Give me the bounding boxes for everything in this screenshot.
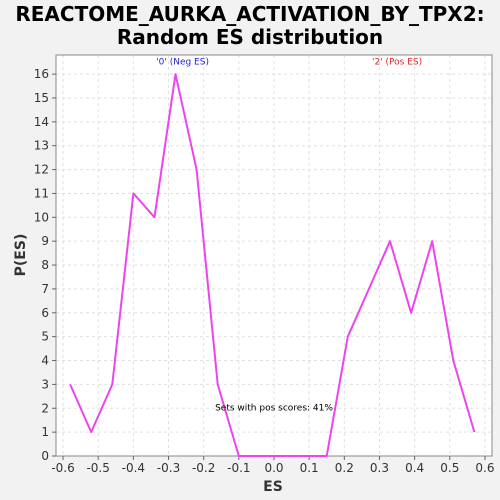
y-axis-label: P(ES) [13, 234, 29, 277]
x-axis: -0.6 -0.5 -0.4 -0.3 -0.2 -0.1 0.0 0.1 0.2 0.3 0.4 0… [51, 456, 495, 475]
x-tick-label: 0.5 [440, 461, 459, 475]
y-tick-label: 12 [34, 163, 49, 177]
x-tick-label: 0.6 [475, 461, 494, 475]
y-tick-label: 11 [34, 186, 49, 200]
x-tick-label: -0.2 [192, 461, 215, 475]
y-tick-label: 5 [41, 330, 49, 344]
series-layer [69, 73, 476, 457]
x-tick-label: 0.2 [335, 461, 354, 475]
x-tick-label: -0.5 [86, 461, 109, 475]
y-tick-label: 16 [34, 67, 49, 81]
y-tick-label: 14 [34, 115, 49, 129]
y-tick-label: 15 [34, 91, 49, 105]
x-axis-label: ES [263, 479, 283, 495]
annotation-label: '2' (Pos ES) [372, 58, 422, 68]
x-tick-label: -0.4 [122, 461, 145, 475]
y-tick-label: 7 [41, 282, 49, 296]
y-tick-label: 8 [41, 258, 49, 272]
y-tick-label: 13 [34, 139, 49, 153]
y-tick-label: 4 [41, 354, 49, 368]
x-tick-label: -0.3 [157, 461, 180, 475]
chart-title-line-2: Random ES distribution [116, 25, 384, 49]
x-tick-label: 0.3 [370, 461, 389, 475]
x-tick-label: -0.1 [227, 461, 250, 475]
x-tick-label: 0.4 [405, 461, 424, 475]
y-tick-label: 2 [41, 401, 49, 415]
y-tick-label: 6 [41, 306, 49, 320]
annotation-label: '0' (Neg ES) [156, 58, 209, 68]
y-tick-label: 9 [41, 234, 49, 248]
chart-title-line-1: REACTOME_AURKA_ACTIVATION_BY_TPX2: [15, 2, 485, 26]
annotations: '0' (Neg ES) '2' (Pos ES) Sets with pos sc… [156, 58, 422, 414]
y-tick-label: 10 [34, 210, 49, 224]
x-tick-label: 0.0 [264, 461, 283, 475]
annotation-label: Sets with pos scores: 41% [215, 404, 333, 414]
x-tick-label: -0.6 [51, 461, 74, 475]
y-tick-label: 3 [41, 377, 49, 391]
y-tick-label: 0 [41, 449, 49, 463]
y-tick-label: 1 [41, 425, 49, 439]
series-line [69, 73, 476, 457]
x-tick-label: 0.1 [300, 461, 319, 475]
